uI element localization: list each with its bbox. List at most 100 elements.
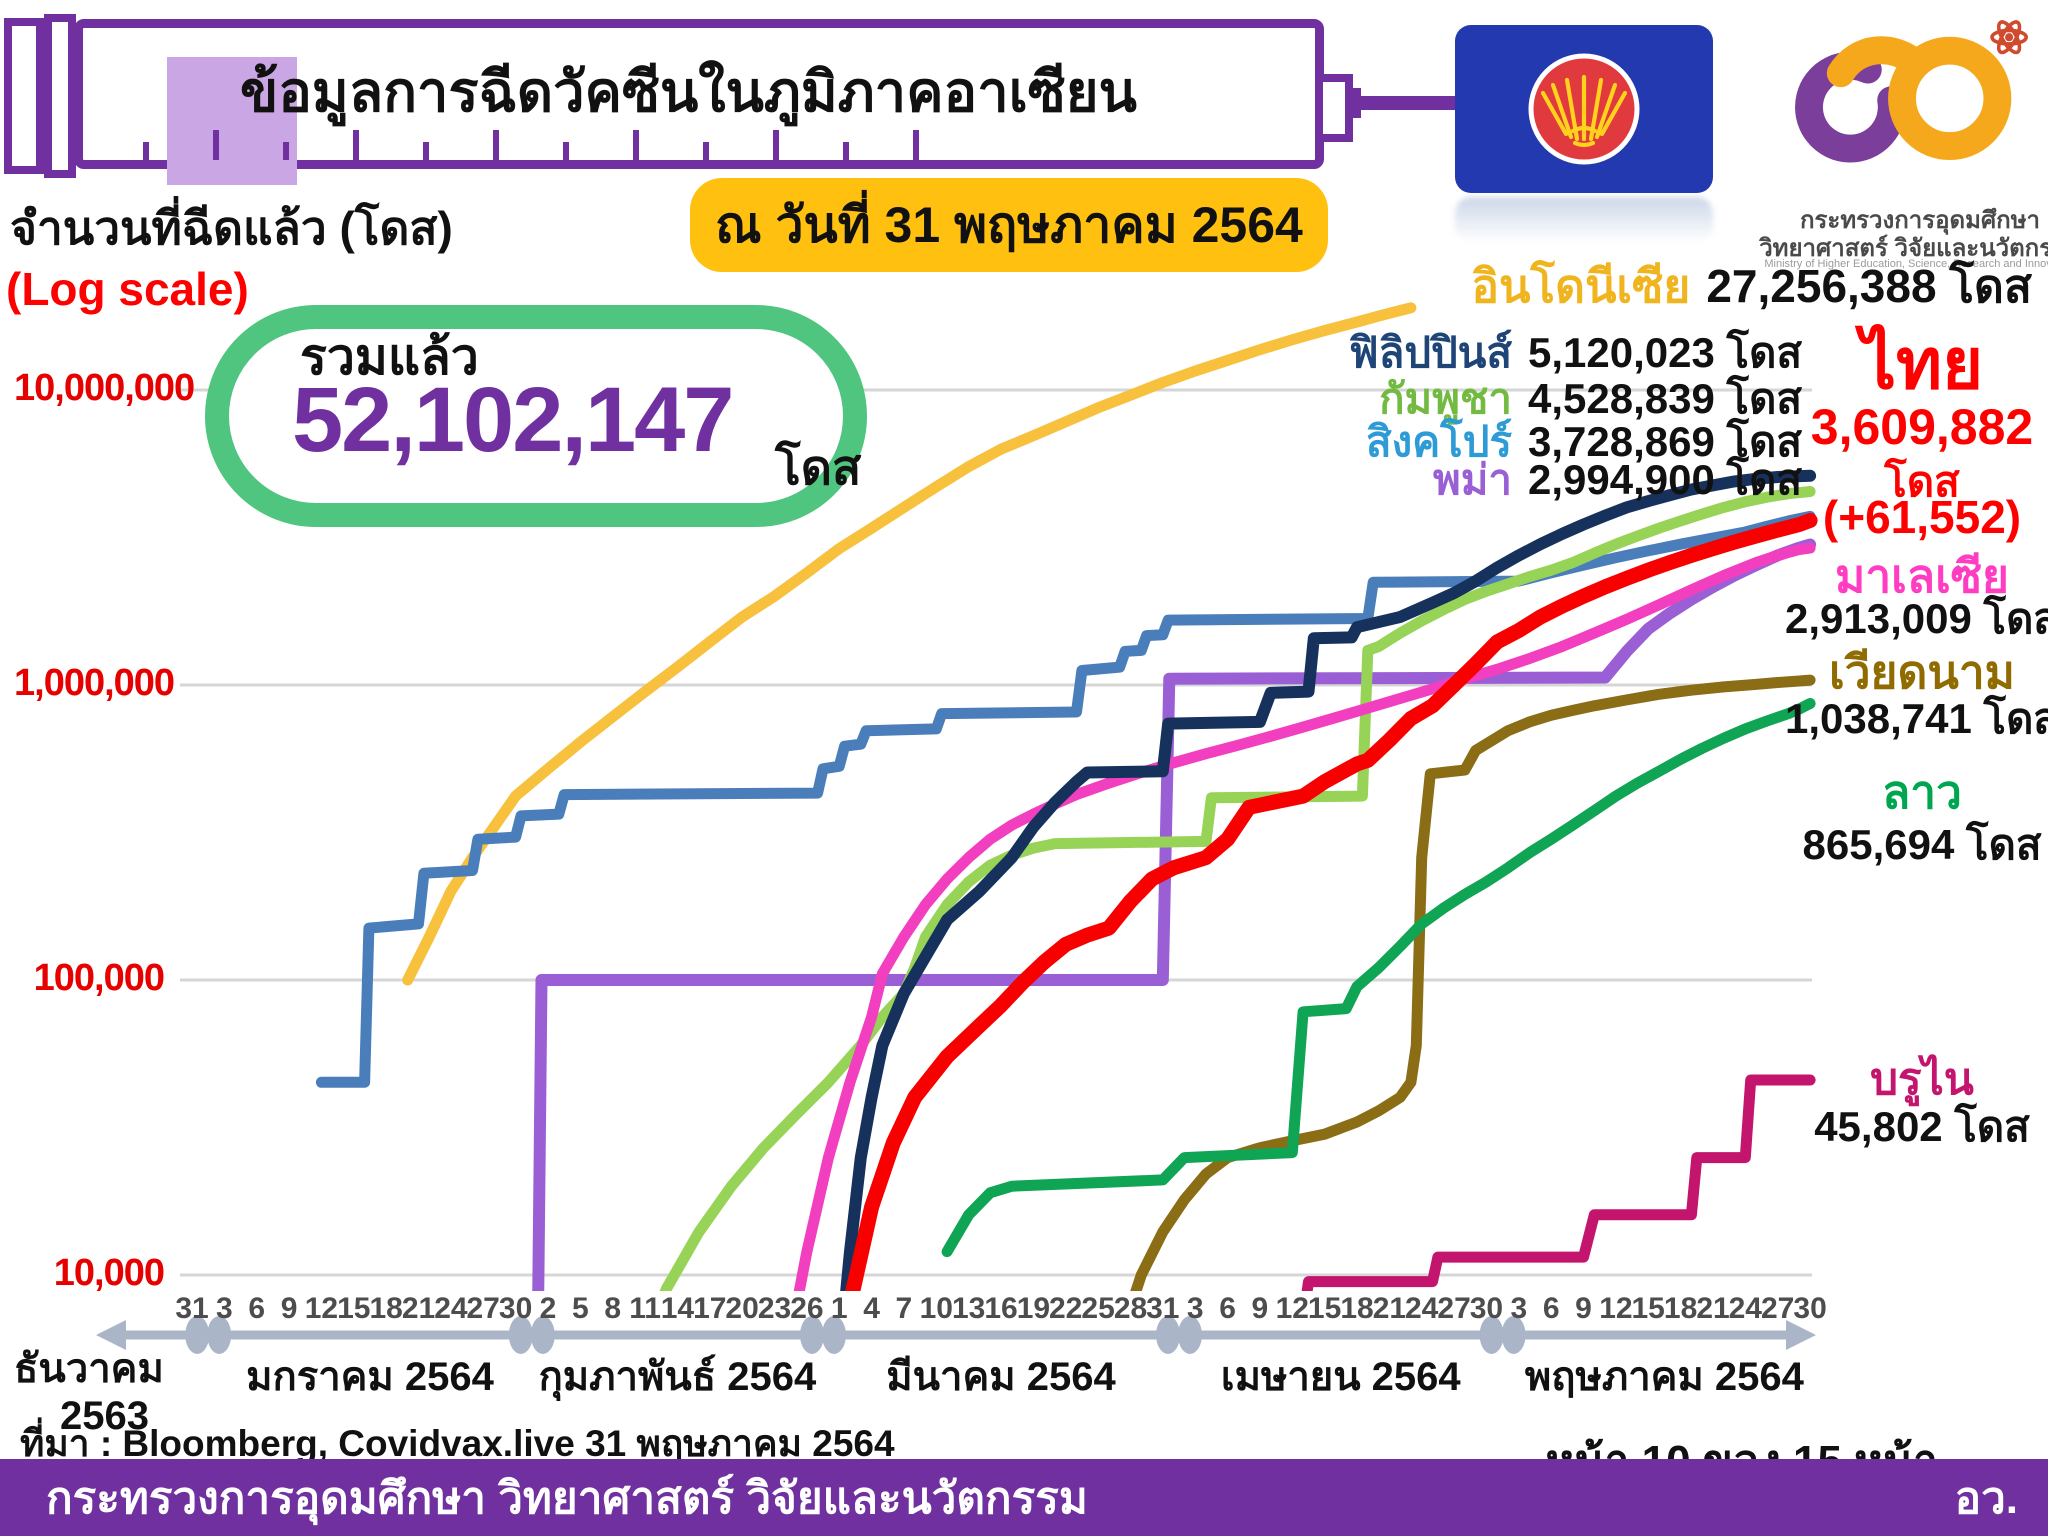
flag-reflection — [1455, 197, 1713, 243]
atom-icon — [1990, 20, 2028, 55]
series-vietnam — [1130, 674, 1816, 1291]
legend-cambodia: กัมพูชา 4,528,839 โดส — [1379, 366, 1802, 432]
series-philippines — [840, 469, 1817, 1291]
month-label-0: ธันวาคม 2563 — [14, 1347, 164, 1438]
x-tick: 9 — [280, 1292, 298, 1325]
month-label-5: พฤษภาคม 2564 — [1524, 1355, 1804, 1399]
legend-philippines-name: ฟิลิปปินส์ — [1348, 329, 1513, 376]
x-tick: 21 — [1372, 1292, 1407, 1325]
syringe-tick — [703, 142, 709, 160]
legend-singapore-value: 3,728,869 โดส — [1528, 418, 1802, 465]
x-tick: 3 — [1510, 1292, 1528, 1325]
x-tick: 8 — [604, 1292, 622, 1325]
series-malaysia — [793, 542, 1816, 1291]
syringe-tick — [423, 142, 429, 160]
total-badge — [205, 305, 867, 527]
x-tick: 5 — [571, 1292, 589, 1325]
y-tick-10k: 10,000 — [53, 1252, 165, 1294]
total-label: รวมแล้ว — [300, 329, 479, 385]
syringe-tick — [563, 142, 569, 160]
x-tick: 14 — [660, 1292, 695, 1325]
x-tick: 24 — [434, 1292, 468, 1325]
series-laos — [941, 698, 1816, 1258]
syringe-tick — [633, 130, 639, 160]
legend-laos-name: ลาว — [1882, 766, 1962, 818]
legend-philippines: ฟิลิปปินส์ 5,120,023 โดส — [1349, 320, 1802, 386]
page-title: ข้อมูลการฉีดวัคซีนในภูมิภาคอาเซียน — [240, 59, 1137, 123]
series-indonesia — [402, 302, 1417, 986]
legend-singapore: สิงคโปร์ 3,728,869 โดส — [1366, 409, 1802, 475]
legend-indonesia: อินโดนีเซีย 27,256,388 โดส — [1471, 250, 2032, 323]
syringe-tick — [143, 142, 149, 160]
legend-cambodia-value: 4,528,839 โดส — [1528, 375, 1802, 422]
x-tick: 22 — [1049, 1292, 1083, 1325]
legend-malaysia-name: มาเลเซีย — [1835, 550, 2009, 602]
x-tick: 17 — [693, 1292, 727, 1325]
month-label-4: เมษายน 2564 — [1220, 1355, 1461, 1399]
x-tick: 31 — [175, 1292, 209, 1325]
legend-myanmar-name: พม่า — [1433, 456, 1513, 503]
total-unit: โดส — [775, 442, 862, 495]
legend-vietnam-value: 1,038,741 โดส — [1785, 695, 2048, 742]
legend-thailand-value: 3,609,882 — [1810, 399, 2034, 455]
syringe-needle — [1361, 96, 1455, 110]
syringe-tick — [283, 142, 289, 160]
x-tick: 10 — [919, 1292, 953, 1325]
legend-malaysia-value: 2,913,009 โดส — [1785, 595, 2048, 642]
x-tick: 21 — [401, 1292, 436, 1325]
x-tick: 31 — [1146, 1292, 1180, 1325]
x-tick: 26 — [790, 1292, 824, 1325]
x-tick: 30 — [1469, 1292, 1504, 1325]
x-tick: 27 — [466, 1292, 500, 1325]
series-thailand — [845, 513, 1818, 1291]
series-singapore — [315, 510, 1816, 1088]
syringe-nozzle-tip — [1345, 88, 1361, 118]
legend-thailand-delta: (+61,552) — [1822, 491, 2022, 543]
x-tick: 27 — [1761, 1292, 1795, 1325]
legend-brunei-name: บรูไน — [1870, 1055, 1974, 1104]
ministry-logo — [1795, 20, 2028, 163]
legend-brunei-value: 45,802 โดส — [1814, 1103, 2030, 1150]
x-tick: 7 — [895, 1292, 913, 1325]
syringe-tick — [213, 130, 219, 160]
y-axis-title: จำนวนที่ฉีดแล้ว (โดส) — [10, 202, 453, 254]
month-label-2: กุมภาพันธ์ 2564 — [538, 1355, 817, 1399]
legend-myanmar-value: 2,994,900 โดส — [1528, 456, 1802, 503]
x-tick: 12 — [304, 1292, 339, 1325]
legend-thailand-unit: โดส — [1884, 458, 1960, 505]
y-tick-100k: 100,000 — [33, 957, 165, 999]
footer-ministry-text: กระทรวงการอุดมศึกษา วิทยาศาสตร์ วิจัยและ… — [46, 1473, 1088, 1523]
series-brunei — [1301, 1074, 1816, 1291]
x-tick: 28 — [1113, 1292, 1148, 1325]
ministry-name-line1: กระทรวงการอุดมศึกษา — [1800, 207, 2040, 234]
total-value: 52,102,147 — [292, 369, 734, 471]
x-tick: 18 — [1663, 1292, 1698, 1325]
syringe-tick — [913, 130, 919, 160]
x-tick: 2 — [539, 1292, 557, 1325]
x-tick: 6 — [248, 1292, 266, 1325]
legend-vietnam-name: เวียดนาม — [1829, 646, 2015, 698]
x-tick: 9 — [1251, 1292, 1269, 1325]
x-tick: 13 — [952, 1292, 986, 1325]
x-tick: 15 — [337, 1292, 371, 1325]
ministry-name-line2: วิทยาศาสตร์ วิจัยและนวัตกรรม — [1759, 235, 2048, 262]
asean-emblem-icon — [1528, 53, 1640, 165]
legend-cambodia-name: กัมพูชา — [1379, 375, 1513, 422]
x-tick: 19 — [1016, 1292, 1051, 1325]
asean-flag — [1455, 25, 1713, 193]
syringe-tick — [493, 130, 499, 160]
ministry-name-en: Ministry of Higher Education, Science, R… — [1764, 258, 2048, 270]
x-tick: 3 — [1186, 1292, 1204, 1325]
y-tick-1m: 1,000,000 — [14, 662, 175, 704]
syringe-plunger-head — [44, 14, 76, 178]
x-tick: 12 — [1599, 1292, 1633, 1325]
legend-indonesia-name: อินโดนีเซีย — [1471, 260, 1691, 312]
x-tick: 4 — [863, 1292, 880, 1325]
footer-abbr: อว. — [1954, 1473, 2018, 1523]
syringe-tick — [843, 142, 849, 160]
syringe-tick — [773, 130, 779, 160]
syringe-banner — [74, 19, 1324, 185]
legend-myanmar: พม่า 2,994,900 โดส — [1433, 447, 1802, 513]
